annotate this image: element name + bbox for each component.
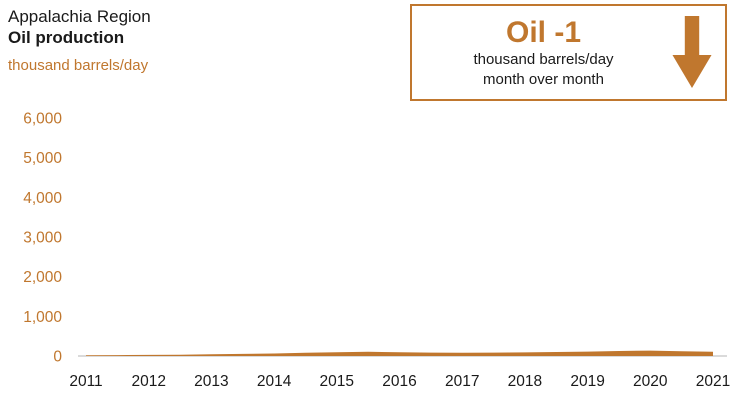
chart-area: 0 1,000 2,000 3,000 4,000 5,000 6,000 2011 2012 2…: [0, 105, 740, 400]
x-tick-label: 2020: [633, 373, 668, 390]
x-tick-label: 2013: [194, 373, 228, 390]
callout-period: month over month: [483, 70, 604, 88]
down-arrow-icon: [672, 15, 712, 88]
y-tick-label: 0: [53, 349, 62, 366]
y-tick-label: 3,000: [23, 230, 62, 247]
y-tick-label: 2,000: [23, 269, 62, 286]
x-tick-label: 2021: [696, 373, 730, 390]
x-tick-label: 2019: [570, 373, 604, 390]
x-tick-label: 2017: [445, 373, 479, 390]
x-tick-label: 2011: [69, 373, 102, 390]
units-label: thousand barrels/day: [8, 56, 149, 74]
callout-title: Oil -1: [505, 15, 581, 49]
callout-units: thousand barrels/day: [473, 51, 614, 69]
chart-header: Appalachia Region Oil production thousan…: [8, 6, 151, 74]
y-tick-label: 5,000: [23, 150, 62, 167]
chart-title: Oil production: [8, 28, 125, 48]
x-tick-label: 2015: [320, 373, 354, 390]
callout-box: Oil -1 thousand barrels/day month over m…: [410, 4, 727, 101]
y-tick-label: 1,000: [23, 309, 62, 326]
x-tick-label: 2014: [257, 373, 292, 390]
y-tick-label: 6,000: [23, 111, 62, 128]
plot-svg: 0 1,000 2,000 3,000 4,000 5,000 6,000 2011 2012 2…: [23, 111, 730, 391]
callout-text: Oil -1 thousand barrels/day month over m…: [422, 16, 671, 90]
region-title: Appalachia Region: [8, 7, 151, 26]
x-tick-label: 2016: [382, 373, 416, 390]
x-tick-label: 2018: [508, 373, 542, 390]
oil-production-area-series: [86, 350, 713, 356]
x-tick-label: 2012: [131, 373, 165, 390]
y-tick-label: 4,000: [23, 190, 62, 207]
